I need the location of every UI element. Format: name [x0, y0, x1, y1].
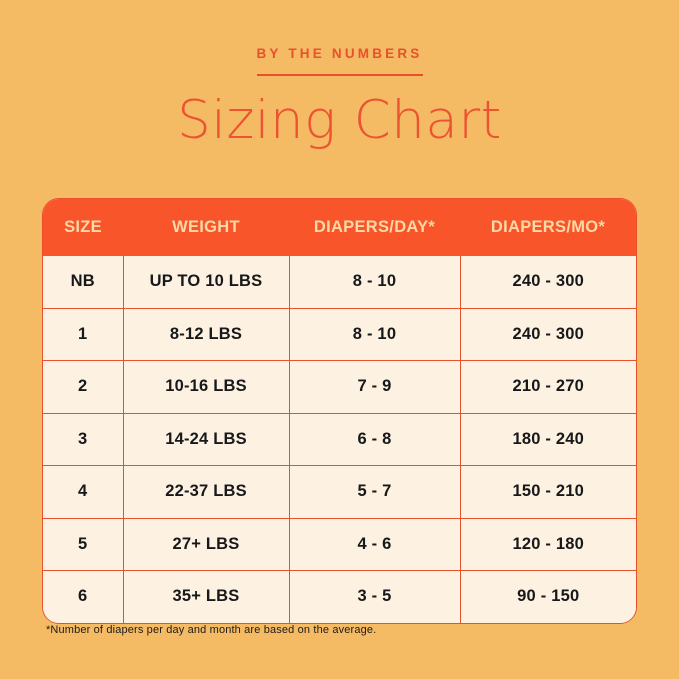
cell-weight: UP TO 10 LBS: [123, 256, 290, 309]
eyebrow-divider: [256, 74, 423, 76]
header-block: BY THE NUMBERS Sizing Chart: [0, 44, 679, 152]
cell-weight: 27+ LBS: [123, 518, 290, 571]
page-title: Sizing Chart: [177, 90, 502, 151]
cell-diapers-per-day: 8 - 10: [289, 256, 461, 309]
column-header-size: SIZE: [43, 199, 123, 256]
sizing-table-container: SIZE WEIGHT DIAPERS/DAY* DIAPERS/MO* NB …: [42, 198, 637, 624]
sizing-table: SIZE WEIGHT DIAPERS/DAY* DIAPERS/MO* NB …: [43, 199, 636, 623]
column-header-diapers-per-day: DIAPERS/DAY*: [289, 199, 460, 256]
cell-size: 3: [43, 413, 124, 466]
cell-diapers-per-month: 210 - 270: [460, 360, 636, 414]
table-header: SIZE WEIGHT DIAPERS/DAY* DIAPERS/MO*: [43, 199, 636, 256]
cell-diapers-per-day: 4 - 6: [289, 518, 461, 571]
cell-diapers-per-day: 3 - 5: [289, 570, 461, 623]
cell-diapers-per-day: 5 - 7: [289, 465, 461, 519]
cell-diapers-per-day: 6 - 8: [289, 413, 461, 466]
cell-diapers-per-day: 7 - 9: [289, 360, 461, 414]
cell-weight: 10-16 LBS: [123, 360, 290, 414]
cell-diapers-per-month: 90 - 150: [460, 570, 636, 623]
table-row: 4 22-37 LBS 5 - 7 150 - 210: [43, 465, 636, 519]
cell-weight: 35+ LBS: [123, 570, 290, 623]
table-row: 1 8-12 LBS 8 - 10 240 - 300: [43, 308, 636, 361]
column-header-weight: WEIGHT: [123, 199, 289, 256]
cell-size: NB: [43, 256, 124, 309]
cell-diapers-per-month: 150 - 210: [460, 465, 636, 519]
cell-size: 6: [43, 570, 124, 623]
cell-weight: 14-24 LBS: [123, 413, 290, 466]
cell-size: 2: [43, 360, 124, 414]
table-row: 2 10-16 LBS 7 - 9 210 - 270: [43, 360, 636, 414]
cell-size: 4: [43, 465, 124, 519]
cell-diapers-per-month: 120 - 180: [460, 518, 636, 571]
table-row: 3 14-24 LBS 6 - 8 180 - 240: [43, 413, 636, 466]
cell-diapers-per-month: 240 - 300: [460, 256, 636, 309]
table-row: NB UP TO 10 LBS 8 - 10 240 - 300: [43, 256, 636, 309]
cell-diapers-per-day: 8 - 10: [289, 308, 461, 361]
cell-diapers-per-month: 180 - 240: [460, 413, 636, 466]
eyebrow-label: BY THE NUMBERS: [256, 46, 423, 61]
column-header-diapers-per-month: DIAPERS/MO*: [460, 199, 636, 256]
cell-weight: 8-12 LBS: [123, 308, 290, 361]
cell-size: 1: [43, 308, 124, 361]
table-row: 5 27+ LBS 4 - 6 120 - 180: [43, 518, 636, 571]
footnote: *Number of diapers per day and month are…: [46, 624, 377, 636]
table-header-row: SIZE WEIGHT DIAPERS/DAY* DIAPERS/MO*: [43, 199, 636, 256]
table-row: 6 35+ LBS 3 - 5 90 - 150: [43, 570, 636, 623]
cell-diapers-per-month: 240 - 300: [460, 308, 636, 361]
cell-size: 5: [43, 518, 124, 571]
table-body: NB UP TO 10 LBS 8 - 10 240 - 300 1 8-12 …: [43, 256, 636, 623]
cell-weight: 22-37 LBS: [123, 465, 290, 519]
